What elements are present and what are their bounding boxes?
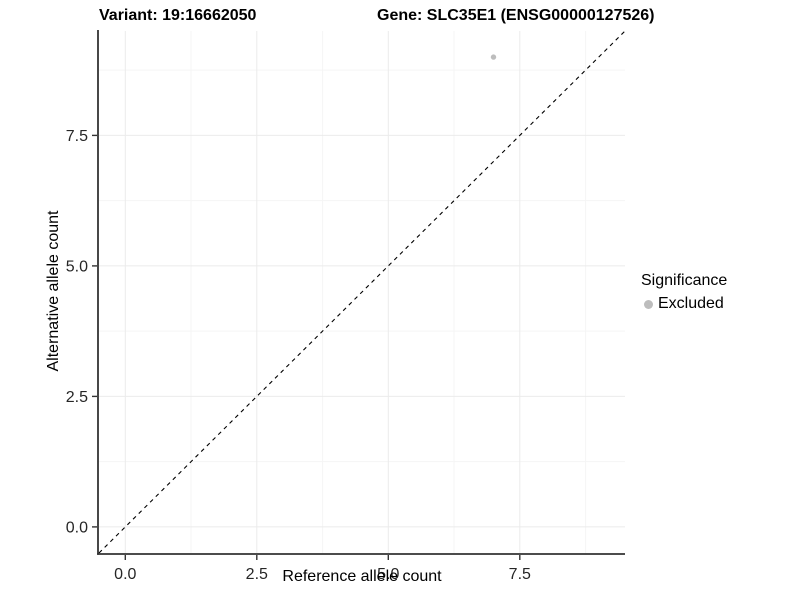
x-tick-label: 0.0	[114, 566, 136, 583]
gene-title: Gene: SLC35E1 (ENSG00000127526)	[377, 7, 655, 24]
x-tick-label: 7.5	[509, 566, 531, 583]
legend-point-icon	[644, 299, 653, 309]
y-axis-title: Alternative allele count	[45, 210, 62, 372]
legend: Significance Excluded	[641, 272, 727, 313]
y-tick-label: 7.5	[66, 128, 88, 145]
y-tick-label: 0.0	[66, 519, 88, 536]
legend-item-label: Excluded	[658, 295, 724, 312]
data-point-excluded	[490, 54, 497, 60]
x-tick-label: 2.5	[246, 566, 268, 583]
legend-title: Significance	[641, 272, 728, 289]
x-axis-title: Reference allele count	[282, 568, 442, 585]
y-tick-label: 5.0	[66, 258, 88, 275]
identity-line	[98, 30, 626, 554]
x-tick-label: 5.0	[377, 566, 399, 583]
legend-item-excluded: Excluded	[641, 295, 727, 313]
variant-title: Variant: 19:16662050	[99, 7, 257, 24]
y-tick-label: 2.5	[66, 389, 88, 406]
